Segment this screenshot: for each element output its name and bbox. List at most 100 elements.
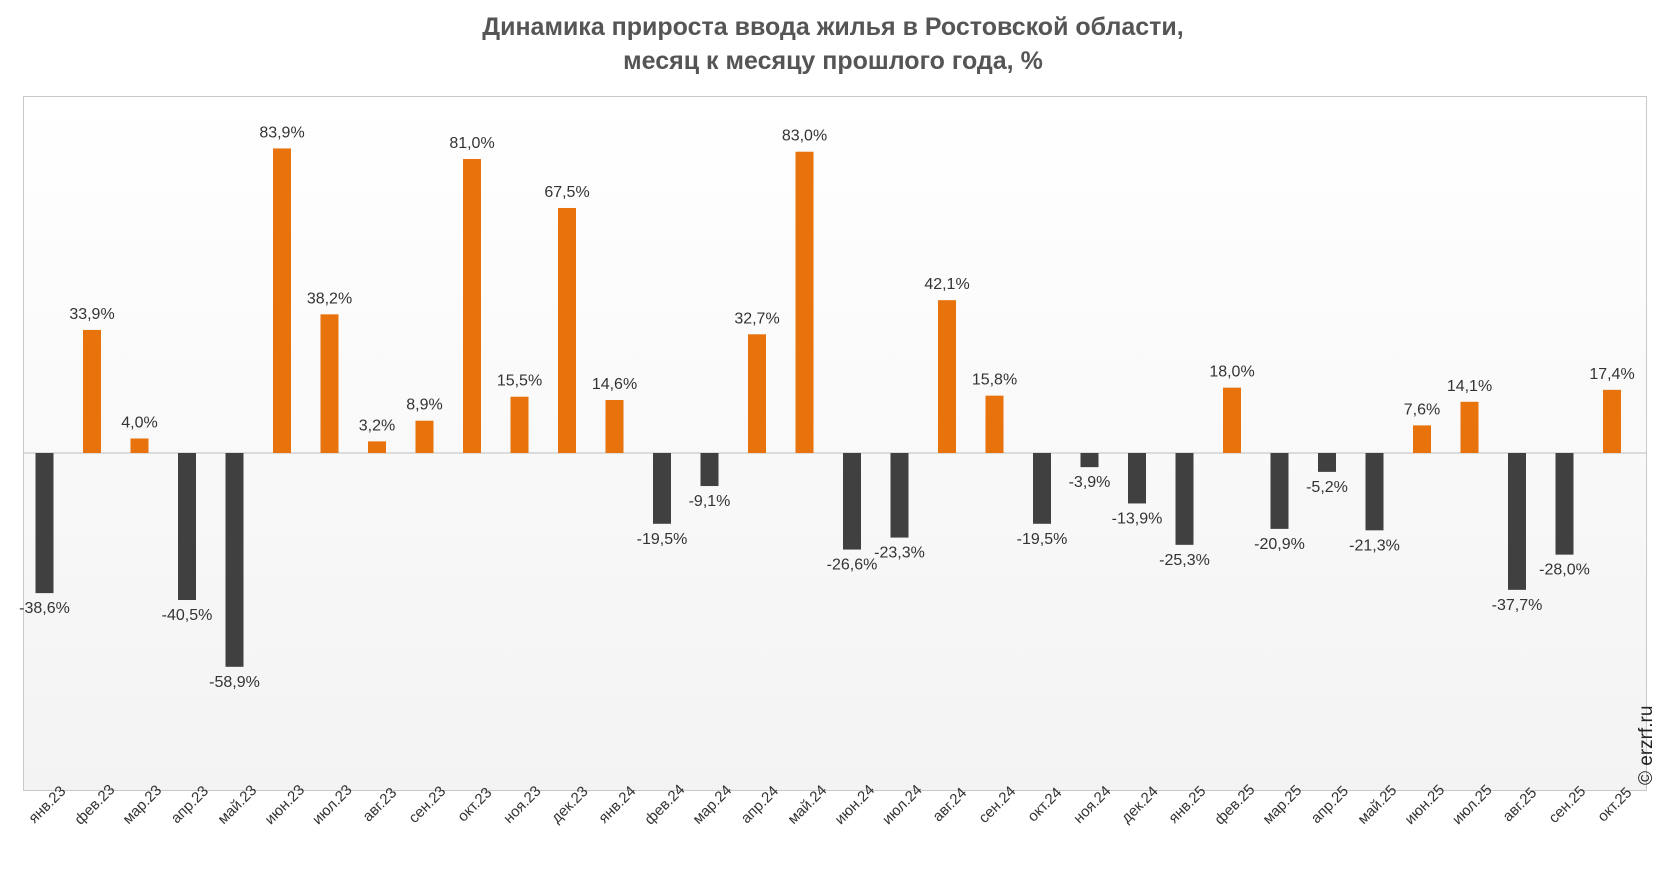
- data-label-янв.25: -25,3%: [1159, 552, 1210, 569]
- data-label-окт.24: -19,5%: [1017, 531, 1068, 548]
- data-label-авг.24: 42,1%: [924, 276, 969, 293]
- x-tick-label-авг.25: авг.25: [1499, 784, 1540, 825]
- bar-ноя.23: [510, 396, 529, 453]
- x-tick-label-ноя.24: ноя.24: [1070, 783, 1114, 827]
- x-tick-label-июн.23: июн.23: [262, 782, 309, 829]
- x-tick-label-фев.23: фев.23: [71, 781, 118, 828]
- bar-май.23: [225, 453, 244, 667]
- data-label-мар.24: -9,1%: [689, 493, 731, 510]
- data-label-сен.24: 15,8%: [972, 372, 1017, 389]
- x-tick-label-окт.24: окт.24: [1024, 784, 1065, 825]
- bar-апр.23: [178, 453, 196, 601]
- bar-июл.23: [320, 314, 339, 453]
- data-label-янв.24: 14,6%: [592, 376, 637, 393]
- x-tick-label-ноя.23: ноя.23: [500, 783, 544, 827]
- data-label-апр.23: -40,5%: [162, 607, 213, 624]
- x-tick-label-дек.23: дек.23: [548, 783, 591, 826]
- bar-сен.24: [985, 395, 1004, 453]
- data-label-фев.25: 18,0%: [1209, 364, 1254, 381]
- x-tick-label-авг.23: авг.23: [359, 784, 400, 825]
- x-tick-label-июн.24: июн.24: [832, 782, 879, 829]
- x-tick-label-июл.25: июл.25: [1449, 782, 1496, 829]
- x-tick-label-мар.25: мар.25: [1259, 782, 1305, 828]
- bar-янв.24: [605, 400, 624, 453]
- x-tick-label-мар.23: мар.23: [119, 782, 165, 828]
- x-tick-label-май.23: май.23: [214, 782, 260, 828]
- bar-фев.24: [653, 453, 671, 524]
- data-label-май.23: -58,9%: [209, 674, 260, 691]
- data-label-май.25: -21,3%: [1349, 537, 1400, 554]
- x-tick-label-сен.24: сен.24: [975, 783, 1019, 827]
- bar-окт.24: [1033, 453, 1051, 524]
- bar-ноя.24: [1080, 453, 1099, 468]
- x-tick-label-авг.24: авг.24: [929, 784, 970, 825]
- bar-янв.23: [35, 453, 54, 594]
- data-label-июл.25: 14,1%: [1447, 378, 1492, 395]
- bar-май.25: [1365, 453, 1384, 531]
- chart-title-line-1: Динамика прироста ввода жилья в Ростовск…: [482, 13, 1184, 41]
- x-tick-label-дек.24: дек.24: [1118, 783, 1161, 826]
- x-tick-label-июн.25: июн.25: [1402, 782, 1449, 829]
- x-tick-label-янв.25: янв.25: [1165, 783, 1209, 827]
- bar-авг.24: [938, 300, 956, 453]
- data-label-июн.23: 83,9%: [259, 124, 304, 141]
- data-label-май.24: 83,0%: [782, 128, 827, 145]
- watermark: © erzrf.ru: [1636, 705, 1657, 785]
- bar-апр.25: [1318, 453, 1336, 472]
- plot-area: [23, 96, 1647, 791]
- data-label-окт.23: 81,0%: [449, 135, 494, 152]
- x-tick-label-окт.25: окт.25: [1594, 784, 1635, 825]
- x-tick-label-май.24: май.24: [784, 782, 830, 828]
- data-label-мар.23: 4,0%: [121, 414, 157, 431]
- chart-title: Динамика прироста ввода жилья в Ростовск…: [0, 10, 1666, 78]
- data-label-июн.25: 7,6%: [1404, 401, 1440, 418]
- data-label-дек.23: 67,5%: [544, 184, 589, 201]
- data-label-июл.24: -23,3%: [874, 545, 925, 562]
- data-label-окт.25: 17,4%: [1589, 366, 1634, 383]
- x-tick-label-апр.23: апр.23: [168, 783, 212, 827]
- chart-title-line-2: месяц к месяцу прошлого года, %: [623, 47, 1043, 75]
- x-tick-label-июл.23: июл.23: [309, 782, 356, 829]
- data-label-июн.24: -26,6%: [827, 557, 878, 574]
- bar-сен.25: [1555, 453, 1574, 555]
- bar-дек.24: [1128, 453, 1146, 504]
- bar-июн.24: [843, 453, 861, 550]
- bar-июл.24: [890, 453, 909, 538]
- x-tick-label-окт.23: окт.23: [454, 784, 495, 825]
- bar-май.24: [795, 151, 814, 453]
- bar-фев.25: [1223, 387, 1241, 453]
- x-tick-label-янв.24: янв.24: [595, 783, 639, 827]
- bar-сен.23: [415, 420, 434, 453]
- x-tick-label-фев.24: фев.24: [641, 781, 688, 828]
- bar-мар.23: [130, 438, 149, 453]
- x-tick-label-апр.24: апр.24: [738, 783, 782, 827]
- data-label-мар.25: -20,9%: [1254, 536, 1305, 553]
- data-label-апр.25: -5,2%: [1306, 479, 1348, 496]
- bar-мар.24: [700, 453, 719, 487]
- bar-окт.23: [463, 158, 481, 453]
- bar-июн.23: [273, 148, 291, 453]
- bar-апр.24: [748, 334, 766, 453]
- bar-мар.25: [1270, 453, 1289, 529]
- data-label-янв.23: -38,6%: [19, 600, 70, 617]
- x-tick-label-май.25: май.25: [1354, 782, 1400, 828]
- x-tick-label-янв.23: янв.23: [25, 783, 69, 827]
- data-label-сен.23: 8,9%: [406, 397, 442, 414]
- data-label-фев.23: 33,9%: [69, 306, 114, 323]
- data-label-авг.25: -37,7%: [1492, 597, 1543, 614]
- data-label-сен.25: -28,0%: [1539, 562, 1590, 579]
- x-tick-label-апр.25: апр.25: [1308, 783, 1352, 827]
- bar-окт.25: [1603, 389, 1621, 453]
- x-tick-label-фев.25: фев.25: [1211, 781, 1258, 828]
- data-label-июл.23: 38,2%: [307, 290, 352, 307]
- bar-авг.25: [1508, 453, 1526, 590]
- bar-июл.25: [1460, 401, 1479, 453]
- x-tick-label-сен.23: сен.23: [405, 783, 449, 827]
- x-tick-label-июл.24: июл.24: [879, 782, 926, 829]
- data-label-дек.24: -13,9%: [1112, 510, 1163, 527]
- data-label-фев.24: -19,5%: [637, 531, 688, 548]
- data-label-ноя.24: -3,9%: [1069, 474, 1111, 491]
- data-label-авг.23: 3,2%: [359, 417, 395, 434]
- data-label-апр.24: 32,7%: [734, 310, 779, 327]
